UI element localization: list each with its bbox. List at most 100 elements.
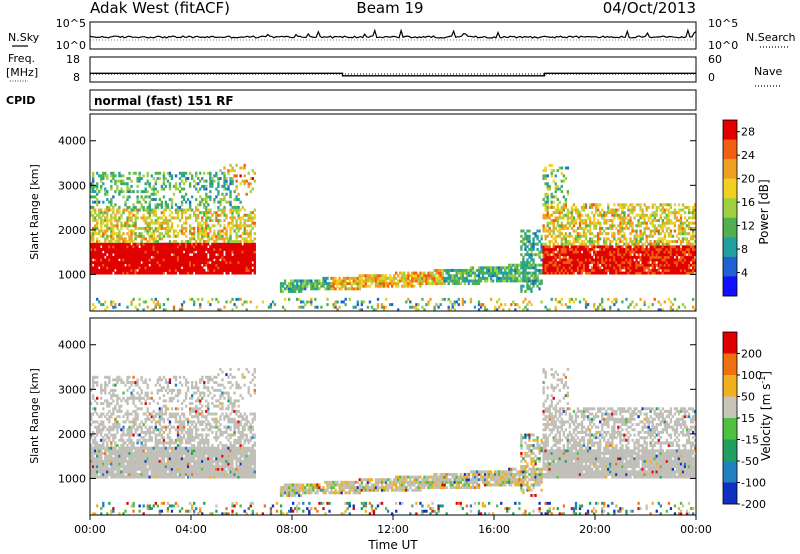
heatmap-cell xyxy=(649,216,652,220)
heatmap-cell xyxy=(615,300,618,304)
heatmap-cell xyxy=(92,378,95,382)
heatmap-cell xyxy=(152,253,155,257)
heatmap-cell xyxy=(223,240,226,244)
heatmap-cell xyxy=(233,190,236,194)
heatmap-cell xyxy=(532,240,535,244)
heatmap-cell xyxy=(156,250,159,254)
heatmap-cell xyxy=(601,297,604,301)
heatmap-cell xyxy=(607,232,610,236)
heatmap-cell xyxy=(94,399,97,403)
heatmap-cell xyxy=(90,433,93,437)
heatmap-cell xyxy=(677,268,681,272)
heatmap-cell xyxy=(114,467,117,471)
heatmap-cell xyxy=(366,279,370,283)
heatmap-cell xyxy=(685,261,689,265)
heatmap-cell xyxy=(542,250,545,254)
heatmap-cell xyxy=(245,263,248,267)
heatmap-cell xyxy=(635,224,638,228)
heatmap-cell xyxy=(94,512,97,516)
heatmap-cell xyxy=(213,247,216,251)
heatmap-cell xyxy=(182,232,186,236)
heatmap-cell xyxy=(96,171,99,175)
heatmap-cell xyxy=(114,417,117,421)
heatmap-cell xyxy=(229,169,232,173)
heatmap-cell xyxy=(419,282,422,286)
heatmap-cell xyxy=(611,232,614,236)
heatmap-cell xyxy=(229,242,232,246)
heatmap-cell xyxy=(116,184,119,188)
heatmap-cell xyxy=(106,247,109,251)
heatmap-cell xyxy=(100,174,103,178)
heatmap-cell xyxy=(148,203,151,207)
heatmap-cell xyxy=(100,454,103,458)
heatmap-cell xyxy=(223,171,226,175)
heatmap-cell xyxy=(419,271,422,275)
heatmap-cell xyxy=(100,420,103,424)
heatmap-cell xyxy=(158,245,161,249)
heatmap-cell xyxy=(207,240,210,244)
heatmap-cell xyxy=(92,171,95,175)
heatmap-cell xyxy=(126,240,129,244)
heatmap-cell xyxy=(334,305,337,309)
heatmap-cell xyxy=(613,271,616,275)
heatmap-cell xyxy=(118,449,121,453)
heatmap-cell xyxy=(550,171,553,175)
heatmap-cell xyxy=(235,271,238,275)
heatmap-cell xyxy=(227,200,230,204)
heatmap-cell xyxy=(118,268,121,272)
heatmap-cell xyxy=(475,274,479,278)
heatmap-cell xyxy=(126,184,129,188)
heatmap-cell xyxy=(302,300,305,304)
heatmap-cell xyxy=(558,166,561,170)
heatmap-cell xyxy=(572,208,576,212)
heatmap-cell xyxy=(524,271,527,275)
heatmap-cell xyxy=(223,232,226,236)
heatmap-cell xyxy=(114,436,117,440)
heatmap-cell xyxy=(546,308,549,312)
heatmap-cell xyxy=(544,261,547,265)
heatmap-cell xyxy=(629,216,632,220)
heatmap-cell xyxy=(687,250,691,254)
heatmap-cell xyxy=(564,203,568,207)
heatmap-cell xyxy=(546,187,549,191)
heatmap-cell xyxy=(98,190,101,194)
heatmap-cell xyxy=(168,171,172,175)
heatmap-cell xyxy=(170,200,174,204)
heatmap-cell xyxy=(467,271,471,275)
heatmap-cell xyxy=(689,211,693,215)
heatmap-cell xyxy=(158,224,161,228)
heatmap-cell xyxy=(580,266,584,270)
heatmap-cell xyxy=(164,242,168,246)
heatmap-cell xyxy=(110,234,113,238)
heatmap-cell xyxy=(118,457,121,461)
heatmap-cell xyxy=(544,213,547,217)
heatmap-cell xyxy=(425,276,428,280)
heatmap-cell xyxy=(102,211,105,215)
heatmap-cell xyxy=(439,268,442,272)
heatmap-cell xyxy=(627,242,630,246)
heatmap-cell xyxy=(556,203,559,207)
heatmap-cell xyxy=(203,203,206,207)
heatmap-cell xyxy=(629,219,632,222)
heatmap-cell xyxy=(213,224,216,228)
heatmap-cell xyxy=(128,234,131,238)
heatmap-cell xyxy=(631,250,634,254)
heatmap-cell xyxy=(465,276,469,280)
heatmap-cell xyxy=(310,282,313,286)
heatmap-cell xyxy=(188,247,192,251)
heatmap-cell xyxy=(570,253,574,257)
heatmap-cell xyxy=(221,242,224,246)
heatmap-cell xyxy=(110,253,113,257)
heatmap-cell xyxy=(170,224,174,228)
heatmap-cell xyxy=(435,271,438,275)
heatmap-cell xyxy=(534,232,537,236)
heatmap-cell xyxy=(245,255,248,259)
heatmap-cell xyxy=(213,211,216,215)
heatmap-cell xyxy=(453,300,456,304)
heatmap-cell xyxy=(132,258,135,262)
heatmap-cell xyxy=(362,274,366,278)
heatmap-cell xyxy=(94,271,97,275)
heatmap-cell xyxy=(110,472,113,476)
heatmap-cell xyxy=(100,226,103,230)
